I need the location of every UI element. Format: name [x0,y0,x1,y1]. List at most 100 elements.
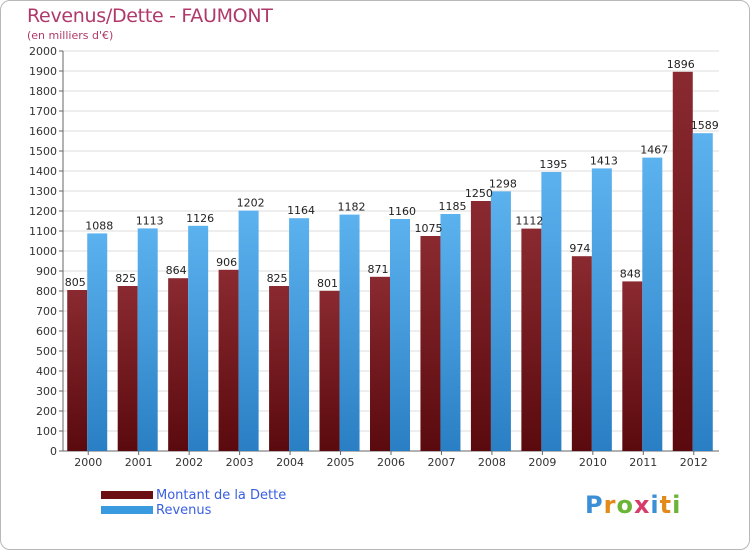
y-tick-label: 1200 [29,205,57,218]
logo-letter: r [603,491,617,519]
data-label: 1112 [515,215,543,228]
y-tick-label: 300 [36,385,57,398]
data-label: 801 [317,277,338,290]
x-tick-label: 2000 [74,456,102,469]
logo-letter: t [659,491,673,519]
bar-revenus [188,225,209,451]
y-tick-label: 0 [50,445,57,458]
bar-revenus [339,214,360,451]
bar-dette [218,269,239,451]
data-label: 871 [368,263,389,276]
y-tick-label: 700 [36,305,57,318]
y-tick-label: 100 [36,425,57,438]
logo-letter: x [633,491,651,519]
bar-dette [420,236,441,451]
data-label: 825 [115,272,136,285]
logo-letter: P [585,491,604,519]
x-tick-label: 2002 [175,456,203,469]
data-label: 825 [267,272,288,285]
y-tick-label: 800 [36,285,57,298]
bar-dette [168,278,189,451]
legend-label-revenus: Revenus [156,503,212,518]
bar-dette [117,286,138,451]
legend-item-revenus: Revenus [101,503,286,518]
data-label: 906 [216,256,237,269]
bar-revenus [238,210,259,451]
x-tick-label: 2003 [226,456,254,469]
x-axis: 2000 2001 2002 2003 2004 2005 2006 2007 2008 2009… [74,451,708,469]
bar-dette [521,228,542,451]
x-tick-label: 2012 [680,456,708,469]
bar-revenus [390,219,410,451]
bar-dette [571,256,592,451]
bar-revenus [137,228,158,451]
data-label: 805 [65,276,86,289]
bar-revenus [440,214,461,451]
x-tick-label: 2011 [629,456,657,469]
data-label: 1160 [388,205,416,218]
x-tick-label: 2010 [579,456,607,469]
y-tick-label: 1400 [29,165,57,178]
x-tick-label: 2004 [276,456,304,469]
data-label: 1182 [338,201,366,214]
bar-revenus [289,218,310,451]
y-tick-label: 2000 [29,45,57,58]
data-labels: 805 1088 825 1113 864 1126 906 1202 825 1164 801 11… [65,58,719,290]
bar-revenus [692,133,713,451]
y-tick-label: 200 [36,405,57,418]
chart-title: Revenus/Dette - FAUMONT [27,5,273,27]
data-label: 848 [620,267,641,280]
proxiti-logo: Proxiti [585,491,681,519]
bar-revenus [642,157,663,451]
y-tick-label: 600 [36,325,57,338]
y-tick-label: 1300 [29,185,57,198]
y-tick-label: 1000 [29,245,57,258]
data-label: 1185 [438,200,466,213]
y-tick-label: 1800 [29,85,57,98]
logo-letter: i [650,491,660,519]
bar-revenus [541,172,562,451]
data-label: 1202 [237,197,265,210]
legend: Montant de la Dette Revenus [101,488,286,518]
bar-dette [672,71,693,452]
y-tick-label: 1100 [29,225,57,238]
x-tick-label: 2009 [528,456,556,469]
x-tick-label: 2008 [478,456,506,469]
y-tick-label: 900 [36,265,57,278]
data-label: 1250 [465,187,493,200]
data-label: 1467 [640,144,668,157]
y-tick-label: 400 [36,365,57,378]
legend-label-dette: Montant de la Dette [156,488,287,503]
x-tick-label: 2005 [327,456,355,469]
bar-dette [269,286,290,451]
legend-swatch-dette [101,491,153,499]
data-label: 1126 [186,212,214,225]
legend-item-dette: Montant de la Dette [101,488,286,503]
x-tick-label: 2006 [377,456,405,469]
bar-dette [319,290,340,451]
bar-dette [67,290,88,451]
data-label: 1896 [667,58,695,71]
data-label: 1113 [136,214,164,227]
bar-revenus [591,168,612,451]
data-label: 1395 [539,158,567,171]
logo-letter: o [616,491,634,519]
data-label: 864 [166,264,187,277]
y-tick-label: 1700 [29,105,57,118]
bar-dette [622,281,643,451]
data-label: 1164 [287,204,315,217]
y-tick-label: 1900 [29,65,57,78]
chart-subtitle: (en milliers d'€) [27,29,114,42]
data-label: 1088 [85,219,113,232]
logo-letter: i [672,491,682,519]
data-label: 1589 [691,119,719,132]
x-tick-label: 2001 [125,456,153,469]
bar-dette [370,276,390,451]
data-label: 1298 [489,177,517,190]
legend-swatch-revenus [101,506,153,514]
bars [67,71,713,452]
data-label: 1075 [414,222,442,235]
x-tick-label: 2007 [427,456,455,469]
